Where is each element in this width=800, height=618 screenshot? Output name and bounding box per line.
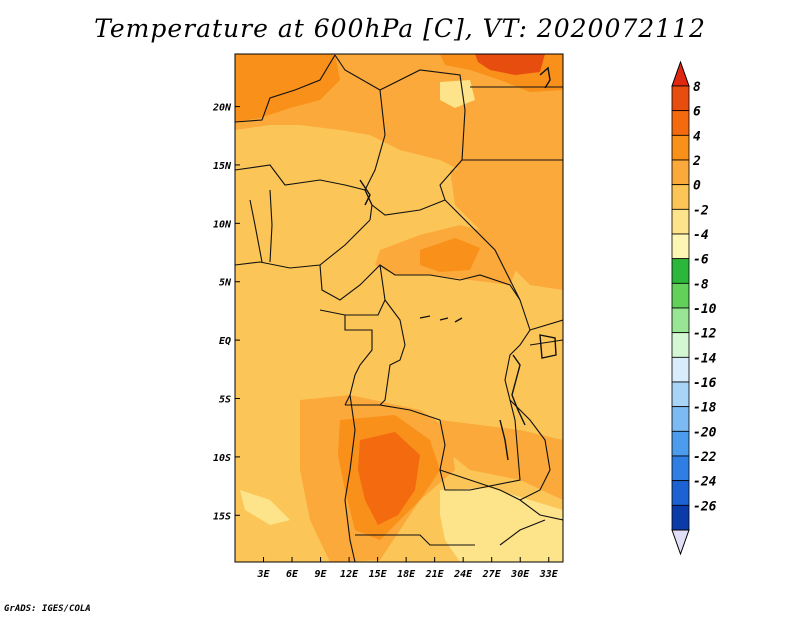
lon-tick-label: 9E xyxy=(315,569,328,580)
colorbar-level-label: 0 xyxy=(693,179,701,194)
colorbar-segment xyxy=(671,307,690,334)
colorbar-level-label: -2 xyxy=(693,203,709,218)
country-borders xyxy=(235,54,563,562)
colorbar-level-label: -20 xyxy=(693,425,717,440)
lon-tick-label: 18E xyxy=(397,569,416,580)
temperature-region-northeast-hottest xyxy=(475,54,545,75)
map-frame xyxy=(234,53,564,563)
lon-tick-label: 6E xyxy=(286,569,299,580)
latitude-ticks: 20N 15N 10N 5N EQ 5S 10S 15S xyxy=(212,103,240,522)
colorbar-level-label: -6 xyxy=(693,253,709,268)
temperature-region-coast-cool xyxy=(240,490,290,525)
lat-tick-label: 5S xyxy=(219,395,231,406)
colorbar-level-label: -10 xyxy=(693,302,717,317)
temperature-region-north-cool xyxy=(440,80,475,108)
lon-tick-label: 33E xyxy=(539,569,559,580)
colorbar-segment xyxy=(671,504,690,531)
longitude-ticks: 3E 6E 9E 12E 15E 18E 21E 24E 27E 30E 33E xyxy=(256,557,559,580)
lon-tick-label: 24E xyxy=(453,569,473,580)
colorbar-segment xyxy=(671,110,690,136)
lat-tick-label: 15S xyxy=(213,511,231,522)
colorbar-level-label: -22 xyxy=(693,450,717,465)
colorbar: 8 6 4 2 0 -2 -4 -6 -8 -10 -12 -14 -16 -18 -20 -22 -24 -26 xyxy=(671,60,717,556)
temperature-region-angola-hottest xyxy=(358,432,420,525)
colorbar-segment xyxy=(671,381,690,408)
colorbar-segment xyxy=(671,430,690,457)
lat-tick-label: 20N xyxy=(212,103,232,114)
temperature-map xyxy=(235,54,563,562)
lat-tick-label: 15N xyxy=(213,161,232,172)
colorbar-bottom-arrow xyxy=(671,529,690,556)
chart-title: Temperature at 600hPa [C], VT: 202007211… xyxy=(94,14,706,43)
colorbar-level-label: -16 xyxy=(693,376,717,391)
lon-tick-label: 30E xyxy=(510,569,530,580)
colorbar-segment xyxy=(671,406,690,432)
colorbar-segment xyxy=(671,332,690,358)
colorbar-segment xyxy=(671,455,690,482)
lat-tick-label: EQ xyxy=(219,336,231,347)
colorbar-segment xyxy=(671,208,690,235)
colorbar-segment xyxy=(671,184,690,210)
colorbar-top-arrow xyxy=(671,60,690,87)
colorbar-segment xyxy=(671,85,690,112)
colorbar-segment xyxy=(671,159,690,186)
temperature-region-south-cool xyxy=(440,488,563,562)
colorbar-segment xyxy=(671,134,690,161)
colorbar-level-label: -18 xyxy=(693,401,717,416)
lon-tick-label: 27E xyxy=(482,569,502,580)
colorbar-segment xyxy=(671,233,690,260)
colorbar-level-label: 4 xyxy=(693,129,701,144)
colorbar-level-label: -26 xyxy=(693,499,717,514)
lon-tick-label: 15E xyxy=(369,569,388,580)
lon-tick-label: 3E xyxy=(256,569,270,580)
lat-tick-label: 10N xyxy=(213,219,232,230)
temperature-region-northwest-hot xyxy=(235,54,340,122)
colorbar-level-label: -4 xyxy=(693,228,709,243)
colorbar-segment xyxy=(671,258,690,284)
lat-tick-label: 10S xyxy=(213,453,231,464)
temperature-region-southeast-warm xyxy=(440,420,563,500)
water-bodies xyxy=(359,66,557,461)
colorbar-level-label: -12 xyxy=(693,327,717,342)
lon-tick-label: 12E xyxy=(340,569,359,580)
colorbar-level-label: 8 xyxy=(693,80,701,95)
colorbar-segment xyxy=(671,480,690,506)
lon-tick-label: 21E xyxy=(425,569,445,580)
colorbar-segment xyxy=(671,282,690,309)
temperature-region-east-warm xyxy=(450,165,563,290)
colorbar-segment xyxy=(671,356,690,383)
colorbar-level-label: -8 xyxy=(693,277,709,292)
colorbar-level-label: 2 xyxy=(692,154,701,169)
colorbar-level-label: -14 xyxy=(693,351,717,366)
temperature-region-central-hot xyxy=(420,238,480,272)
credit-label: GrADS: IGES/COLA xyxy=(4,604,91,614)
lat-tick-label: 5N xyxy=(219,278,232,289)
colorbar-level-label: -24 xyxy=(693,475,717,490)
colorbar-level-label: 6 xyxy=(693,105,701,120)
